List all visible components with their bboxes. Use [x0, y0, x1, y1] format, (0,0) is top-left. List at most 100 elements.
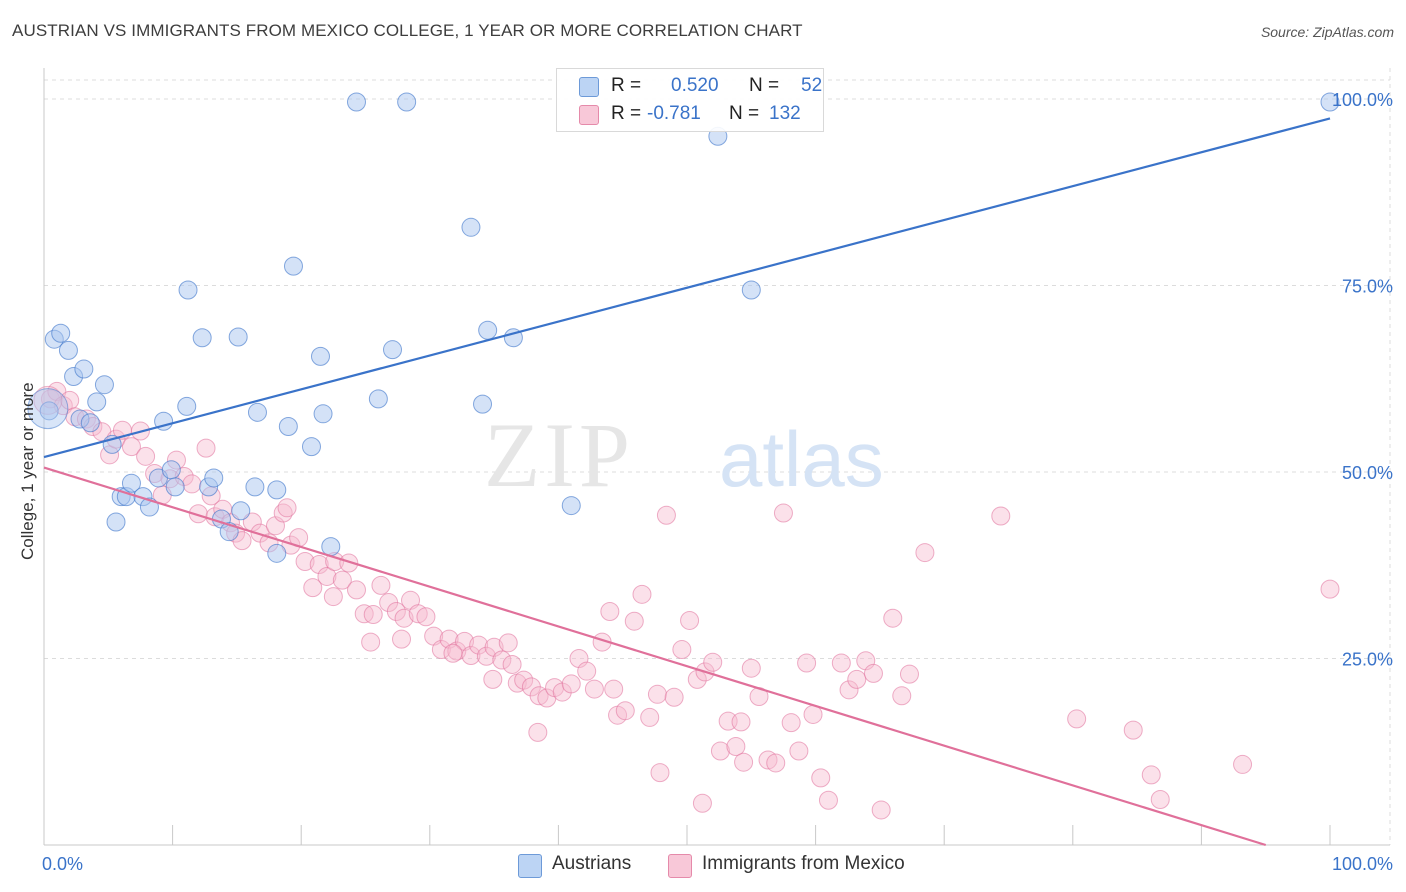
point-immigrants: [892, 686, 912, 706]
point-immigrants: [680, 610, 700, 630]
point-austrians: [247, 402, 267, 422]
trend-line-austrians: [43, 117, 1331, 459]
point-immigrants: [726, 737, 746, 757]
watermark-atlas: atlas: [719, 415, 884, 503]
point-austrians: [106, 512, 126, 532]
point-immigrants: [303, 578, 323, 598]
point-austrians: [177, 396, 197, 416]
point-immigrants: [758, 750, 778, 770]
trend-line-immigrants: [43, 466, 1267, 847]
point-austrians: [228, 327, 248, 347]
point-austrians: [94, 375, 114, 395]
stats-legend: R = 0.520 N = 52 R = -0.781 N = 132: [556, 68, 824, 132]
point-immigrants: [915, 543, 935, 563]
point-immigrants: [741, 658, 761, 678]
point-austrians: [313, 404, 333, 424]
point-immigrants: [346, 580, 366, 600]
point-immigrants: [1150, 789, 1170, 809]
point-immigrants: [309, 555, 329, 575]
point-austrians: [204, 468, 224, 488]
point-immigrants: [196, 438, 216, 458]
point-immigrants: [703, 652, 723, 672]
point-immigrants: [332, 570, 352, 590]
point-immigrants: [1320, 579, 1340, 599]
point-immigrants: [361, 632, 381, 652]
point-immigrants: [692, 793, 712, 813]
point-immigrants: [797, 653, 817, 673]
point-immigrants: [766, 753, 786, 773]
point-austrians: [165, 477, 185, 497]
point-immigrants: [498, 633, 518, 653]
point-immigrants: [839, 680, 859, 700]
point-immigrants: [899, 664, 919, 684]
point-austrians: [301, 437, 321, 457]
point-austrians: [561, 496, 581, 516]
y-tick-label: 75.0%: [1342, 277, 1393, 297]
x-tick-label: 0.0%: [42, 854, 83, 874]
point-immigrants: [584, 679, 604, 699]
point-immigrants: [529, 686, 549, 706]
legend-r-label: R =: [611, 103, 642, 124]
point-austrians: [87, 392, 107, 412]
y-tick-label: 50.0%: [1342, 463, 1393, 483]
point-austrians: [346, 92, 366, 112]
point-austrians: [321, 537, 341, 557]
point-austrians: [74, 359, 94, 379]
point-immigrants: [831, 653, 851, 673]
point-immigrants: [577, 661, 597, 681]
point-austrians: [161, 460, 181, 480]
point-austrians: [397, 92, 417, 112]
legend-swatch-pink: [579, 105, 599, 125]
point-austrians-large: [27, 388, 69, 430]
point-immigrants: [281, 535, 301, 555]
point-immigrants: [502, 654, 522, 674]
point-immigrants: [273, 503, 293, 523]
point-immigrants: [439, 629, 459, 649]
legend-r-value: -0.781: [647, 103, 701, 124]
point-immigrants: [1141, 765, 1161, 785]
series-austrians-points: [27, 92, 1340, 563]
point-immigrants: [323, 587, 343, 607]
point-austrians: [283, 256, 303, 276]
point-immigrants: [991, 506, 1011, 526]
point-austrians: [58, 340, 78, 360]
point-immigrants: [295, 552, 315, 572]
point-immigrants: [136, 446, 156, 466]
legend-n-label: N =: [749, 75, 780, 96]
point-immigrants: [847, 669, 867, 689]
point-immigrants: [561, 674, 581, 694]
y-axis-label: College, 1 year or more: [18, 382, 37, 560]
point-austrians: [51, 323, 71, 343]
legend-r-value: 0.520: [671, 75, 719, 96]
point-austrians: [478, 320, 498, 340]
grid-lines: [44, 68, 1391, 845]
point-immigrants: [650, 763, 670, 783]
point-austrians: [368, 389, 388, 409]
chart-title: AUSTRIAN VS IMMIGRANTS FROM MEXICO COLLE…: [12, 21, 803, 40]
point-austrians: [39, 401, 59, 421]
point-immigrants: [317, 566, 337, 586]
point-immigrants: [443, 643, 463, 663]
point-immigrants: [731, 712, 751, 732]
point-immigrants: [624, 611, 644, 631]
point-immigrants: [121, 437, 141, 457]
point-immigrants: [640, 707, 660, 727]
legend-n-value: 132: [769, 103, 801, 124]
legend-n-value: 52: [801, 75, 823, 96]
legend-r-label: R =: [611, 75, 642, 96]
point-austrians: [473, 394, 493, 414]
y-tick-label: 100.0%: [1332, 90, 1393, 110]
tick-labels: 25.0% 50.0% 75.0% 100.0% 0.0% 100.0%: [42, 90, 1393, 874]
point-immigrants: [394, 608, 414, 628]
point-austrians: [741, 280, 761, 300]
legend-n-label: N =: [729, 103, 760, 124]
watermark-zip: ZIP: [484, 404, 634, 506]
point-austrians: [461, 217, 481, 237]
point-immigrants: [600, 602, 620, 622]
point-austrians: [178, 280, 198, 300]
point-immigrants: [455, 631, 475, 651]
point-immigrants: [1233, 754, 1253, 774]
point-immigrants: [632, 584, 652, 604]
point-austrians: [245, 477, 265, 497]
